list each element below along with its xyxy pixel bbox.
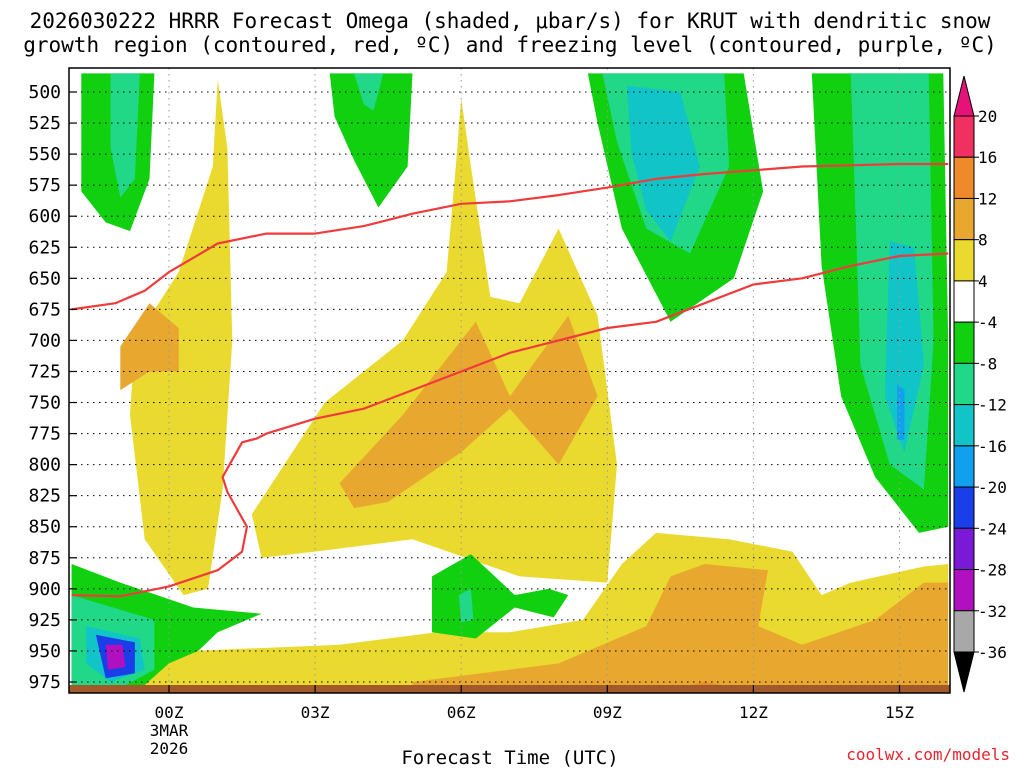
y-tick-label: 950 <box>28 641 61 662</box>
y-tick-label: 925 <box>28 610 61 631</box>
colorbar-bottom-arrow <box>953 651 975 693</box>
omega-region-upper-descent-right-max <box>626 85 700 242</box>
omega-region-upslope-a-core <box>120 303 179 391</box>
y-tick-label: 750 <box>28 393 61 414</box>
x-tick-label: 00Z <box>155 703 184 722</box>
y-tick-label: 725 <box>28 361 61 382</box>
isotherm-dgz-upper-boundary <box>71 162 949 311</box>
colorbar-segment <box>953 404 975 447</box>
omega-region-upper-descent-left-core <box>110 73 140 198</box>
omega-region-far-right-descent-max <box>884 241 924 453</box>
credit-text: coolwx.com/models <box>846 745 1010 764</box>
colorbar-label: -16 <box>978 437 1007 456</box>
x-tick-year-label: 2026 <box>150 739 189 758</box>
colorbar-label: 16 <box>978 148 997 167</box>
omega-region-far-right-descent-peak <box>897 383 905 440</box>
chart-title-line1: 2026030222 HRRR Forecast Omega (shaded, … <box>30 9 991 33</box>
colorbar-segment <box>953 610 975 653</box>
y-tick-label: 875 <box>28 548 61 569</box>
omega-region-mid-level-blob-core <box>458 588 474 623</box>
omega-region-upper-descent-mid-core <box>354 73 384 111</box>
colorbar-segment <box>953 445 975 488</box>
omega-region-dry-layer-a <box>130 79 233 596</box>
colorbar-label: -28 <box>978 561 1007 580</box>
colorbar-label: -20 <box>978 478 1007 497</box>
y-tick-label: 625 <box>28 237 61 258</box>
omega-region-surface-descent-extreme <box>105 644 126 670</box>
colorbar-segment <box>953 239 975 282</box>
colorbar-label: -24 <box>978 519 1007 538</box>
colorbar-segment <box>953 527 975 571</box>
y-tick-label: 675 <box>28 299 61 320</box>
colorbar-segment <box>953 321 975 364</box>
colorbar-label: 8 <box>978 231 988 250</box>
colorbar-segment <box>953 569 975 612</box>
y-axis: 500 525 550 575 600 625 650 675 700 725 750 775 800 8… <box>28 82 77 693</box>
omega-region-dry-layer-b-core <box>339 315 598 509</box>
y-tick-label: 500 <box>28 82 61 103</box>
y-tick-label: 700 <box>28 330 61 351</box>
x-tick-label: 09Z <box>593 703 622 722</box>
colorbar-top-arrow <box>953 75 975 117</box>
y-tick-label: 525 <box>28 113 61 134</box>
y-tick-label: 550 <box>28 144 61 165</box>
y-tick-label: 800 <box>28 455 61 476</box>
colorbar-label: 12 <box>978 189 997 208</box>
y-tick-label: 600 <box>28 206 61 227</box>
y-tick-label: 825 <box>28 486 61 507</box>
plot-frame <box>68 67 951 694</box>
ground-strip <box>69 685 950 693</box>
colorbar-segment <box>953 280 975 323</box>
y-tick-label: 850 <box>28 517 61 538</box>
colorbar-segment <box>953 115 975 158</box>
y-tick-label: 775 <box>28 424 61 445</box>
x-axis-title: Forecast Time (UTC) <box>401 747 618 768</box>
colorbar-label: -4 <box>978 313 997 332</box>
colorbar-segment <box>953 156 975 199</box>
x-tick-date-label: 3MAR <box>150 721 189 740</box>
y-tick-label: 900 <box>28 579 61 600</box>
x-tick-label: 06Z <box>447 703 476 722</box>
colorbar-segment <box>953 486 975 529</box>
x-tick-label: 12Z <box>739 703 768 722</box>
y-tick-label: 975 <box>28 672 61 693</box>
isotherm-dgz-lower-boundary <box>71 252 949 598</box>
colorbar-segment <box>953 362 975 406</box>
colorbar: 20 16 12 8 4 -4 -8 -12 -16 -20 -24 -28 -32 -36 <box>953 75 1007 693</box>
chart-title-line2: growth region (contoured, red, ºC) and f… <box>23 33 997 57</box>
colorbar-segment <box>953 197 975 241</box>
colorbar-label: -12 <box>978 396 1007 415</box>
omega-region-dry-layer-b <box>251 98 618 583</box>
colorbar-label: -36 <box>978 643 1007 662</box>
omega-region-low-level-uplift-core <box>412 564 949 693</box>
colorbar-label: -32 <box>978 602 1007 621</box>
colorbar-label: 4 <box>978 272 988 291</box>
x-tick-label: 15Z <box>885 703 914 722</box>
colorbar-label: -8 <box>978 354 997 373</box>
y-tick-label: 575 <box>28 175 61 196</box>
y-tick-label: 650 <box>28 268 61 289</box>
grid-lines <box>69 68 950 693</box>
omega-region-upper-descent-mid <box>329 73 413 208</box>
colorbar-label: 20 <box>978 107 997 126</box>
isotherm-contours <box>71 162 949 598</box>
omega-shading <box>71 73 949 693</box>
x-tick-label: 03Z <box>301 703 330 722</box>
